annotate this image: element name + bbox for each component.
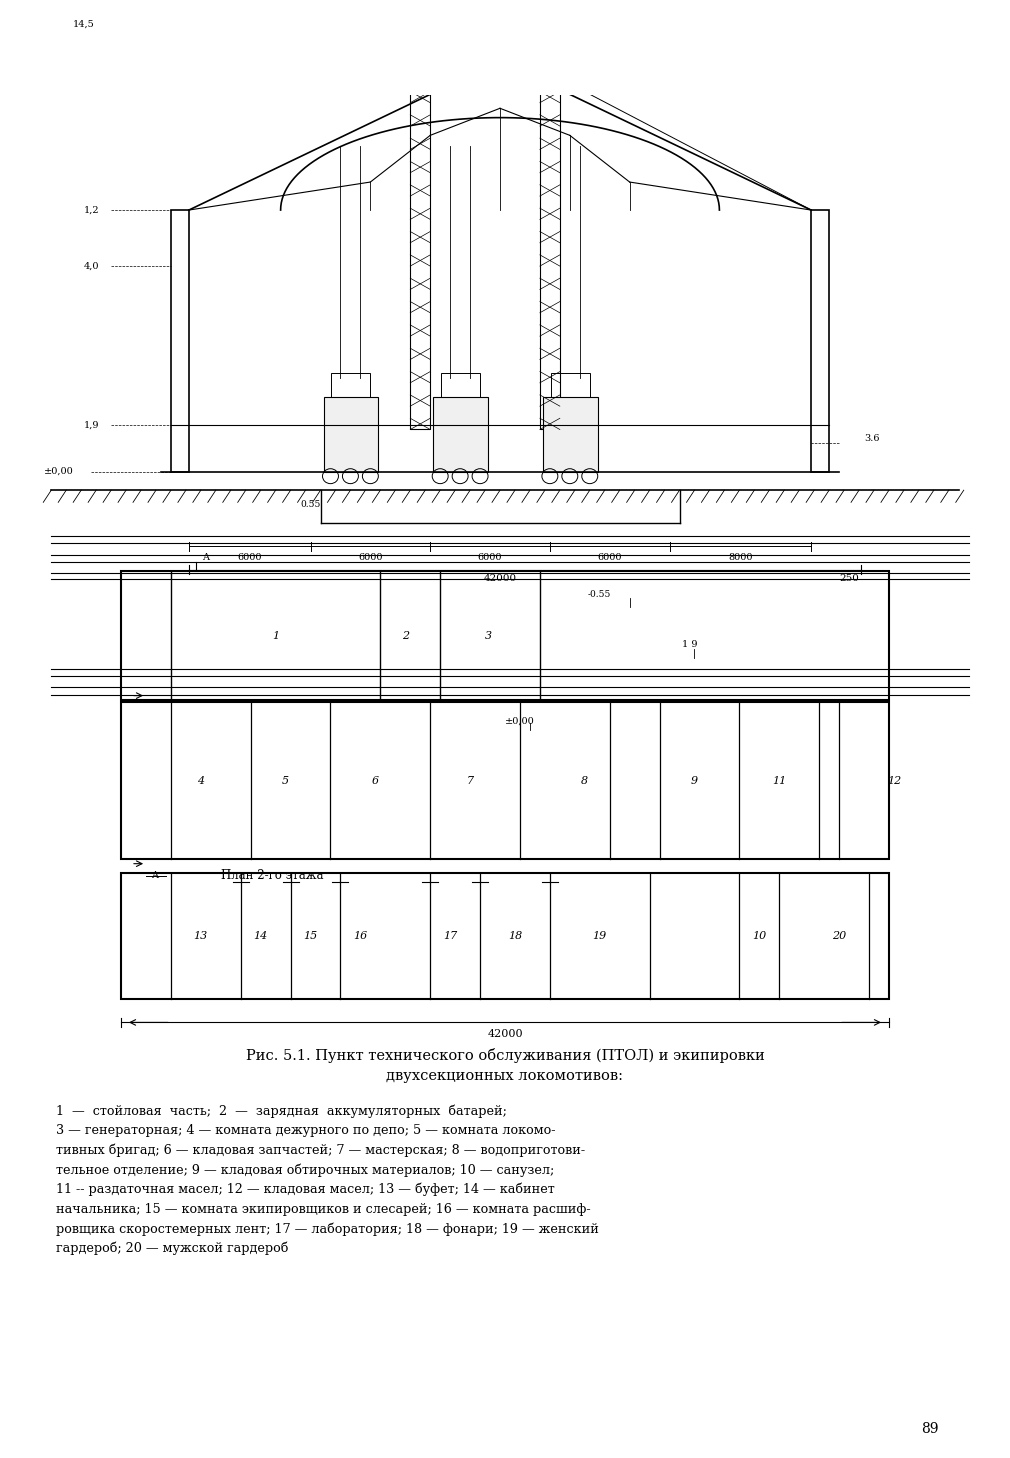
Text: 14: 14 bbox=[254, 932, 268, 940]
Text: двухсекционных локомотивов:: двухсекционных локомотивов: bbox=[387, 1069, 623, 1083]
Text: 7: 7 bbox=[467, 776, 474, 786]
Text: ±0,00: ±0,00 bbox=[505, 716, 535, 725]
Text: 1,9: 1,9 bbox=[84, 420, 99, 429]
Text: ±0,00: ±0,00 bbox=[44, 467, 74, 475]
Bar bbox=[331, 373, 371, 397]
Bar bbox=[121, 703, 889, 859]
Text: A: A bbox=[150, 872, 158, 881]
Text: начальника; 15 — комната экипировщиков и слесарей; 16 — комната расшиф-: начальника; 15 — комната экипировщиков и… bbox=[57, 1203, 591, 1216]
Text: гардероб; 20 — мужской гардероб: гардероб; 20 — мужской гардероб bbox=[57, 1242, 289, 1255]
Bar bbox=[121, 572, 889, 700]
Text: 89: 89 bbox=[921, 1422, 939, 1436]
Bar bbox=[121, 873, 889, 999]
Text: 6000: 6000 bbox=[598, 553, 622, 561]
Text: 0.55: 0.55 bbox=[300, 500, 321, 509]
Text: 17: 17 bbox=[443, 932, 458, 940]
Text: -0.55: -0.55 bbox=[588, 590, 611, 599]
Bar bbox=[811, 210, 829, 471]
Text: 1 9: 1 9 bbox=[682, 640, 697, 649]
Bar bbox=[410, 6, 430, 430]
Text: 6000: 6000 bbox=[237, 553, 262, 561]
Text: 13: 13 bbox=[194, 932, 208, 940]
Bar bbox=[441, 373, 480, 397]
Text: 8000: 8000 bbox=[728, 553, 752, 561]
Text: Рис. 5.1. Пункт технического обслуживания (ПТОЛ) и экипировки: Рис. 5.1. Пункт технического обслуживани… bbox=[245, 1048, 765, 1063]
Text: 18: 18 bbox=[508, 932, 522, 940]
Bar bbox=[171, 210, 189, 471]
Bar bbox=[323, 397, 379, 471]
Text: ровщика скоростемерных лент; 17 — лаборатория; 18 — фонари; 19 — женский: ровщика скоростемерных лент; 17 — лабора… bbox=[57, 1222, 599, 1235]
Text: 6: 6 bbox=[372, 776, 379, 786]
Text: План 2-го этажа: План 2-го этажа bbox=[221, 869, 323, 882]
Text: 16: 16 bbox=[354, 932, 368, 940]
Bar bbox=[540, 25, 560, 430]
Text: A: A bbox=[202, 553, 209, 561]
Text: 1: 1 bbox=[272, 631, 279, 642]
Text: 11 -- раздаточная масел; 12 — кладовая масел; 13 — буфет; 14 — кабинет: 11 -- раздаточная масел; 12 — кладовая м… bbox=[57, 1182, 554, 1197]
Text: 6000: 6000 bbox=[478, 553, 502, 561]
Text: 42000: 42000 bbox=[484, 574, 516, 583]
Text: 5: 5 bbox=[282, 776, 289, 786]
Text: 3: 3 bbox=[485, 631, 492, 642]
Text: 3 — генераторная; 4 — комната дежурного по депо; 5 — комната локомо-: 3 — генераторная; 4 — комната дежурного … bbox=[57, 1124, 556, 1137]
Text: 11: 11 bbox=[772, 776, 787, 786]
Text: 10: 10 bbox=[752, 932, 767, 940]
Bar bbox=[550, 373, 590, 397]
Bar bbox=[543, 397, 598, 471]
Text: тельное отделение; 9 — кладовая обтирочных материалов; 10 — санузел;: тельное отделение; 9 — кладовая обтирочн… bbox=[57, 1163, 554, 1177]
Text: тивных бригад; 6 — кладовая запчастей; 7 — мастерская; 8 — водоприготови-: тивных бригад; 6 — кладовая запчастей; 7… bbox=[57, 1143, 586, 1158]
Text: 9: 9 bbox=[691, 776, 698, 786]
Bar bbox=[433, 397, 488, 471]
Text: 3.6: 3.6 bbox=[864, 434, 880, 443]
Text: 8: 8 bbox=[581, 776, 589, 786]
Text: 250: 250 bbox=[839, 574, 858, 583]
Text: 15: 15 bbox=[303, 932, 318, 940]
Text: 4,0: 4,0 bbox=[84, 261, 99, 271]
Text: 4: 4 bbox=[197, 776, 204, 786]
Text: 2: 2 bbox=[402, 631, 409, 642]
Text: 14,5: 14,5 bbox=[74, 20, 95, 29]
Text: 1,2: 1,2 bbox=[84, 206, 99, 214]
Text: 6000: 6000 bbox=[359, 553, 383, 561]
Text: 20: 20 bbox=[832, 932, 846, 940]
Text: 19: 19 bbox=[593, 932, 607, 940]
Text: 1  —  стойловая  часть;  2  —  зарядная  аккумуляторных  батарей;: 1 — стойловая часть; 2 — зарядная аккуму… bbox=[57, 1104, 507, 1118]
Text: 42000: 42000 bbox=[487, 1029, 523, 1038]
Text: 12: 12 bbox=[887, 776, 901, 786]
